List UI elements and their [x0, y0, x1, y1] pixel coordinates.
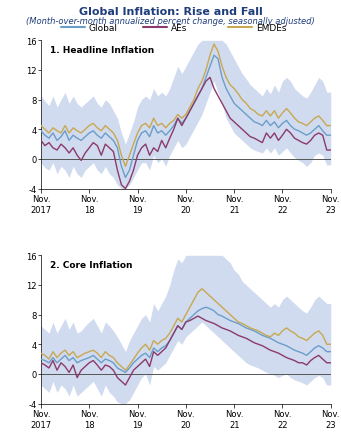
Text: EMDEs: EMDEs [256, 24, 286, 33]
Text: AEs: AEs [170, 24, 187, 33]
Text: 2. Core Inflation: 2. Core Inflation [50, 260, 132, 269]
Text: Global Inflation: Rise and Fall: Global Inflation: Rise and Fall [79, 7, 262, 16]
Text: 1. Headline Inflation: 1. Headline Inflation [50, 46, 154, 55]
Text: Global: Global [89, 24, 118, 33]
Text: (Month-over-month annualized percent change, seasonally adjusted): (Month-over-month annualized percent cha… [26, 16, 315, 26]
